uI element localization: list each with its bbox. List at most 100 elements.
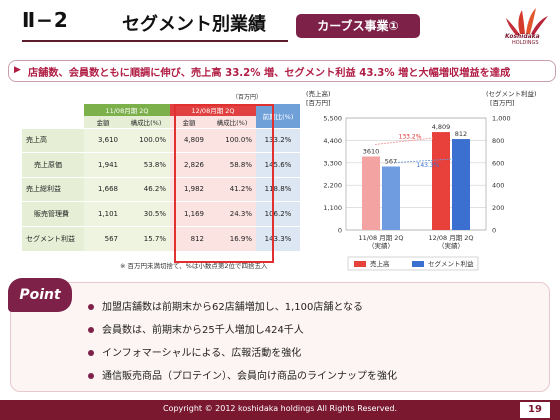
profit-growth-arrow (394, 158, 454, 163)
cell-a-ratio: 15.7% (122, 225, 170, 251)
cell-b-ratio: 16.9% (208, 225, 256, 251)
cell-b-ratio: 100.0% (208, 127, 256, 153)
legend-box (347, 256, 479, 271)
section-number: Ⅱ−2 (22, 8, 69, 32)
cell-b-amount: 1,169 (170, 201, 208, 226)
legend-revenue-swatch (354, 261, 366, 267)
table-row: セグメント利益 567 15.7% 812 16.9% 143.3% (22, 225, 300, 251)
row-label: 売上高 (22, 127, 84, 153)
cell-yoy: 143.3% (256, 225, 300, 251)
cell-a-ratio: 53.8% (122, 152, 170, 177)
slide-title: セグメント別業績 (122, 14, 266, 35)
legend-profit-label: セグメント利益 (428, 259, 474, 268)
copyright-text: Copyright © 2012 koshidaka holdings All … (162, 404, 398, 413)
right-tick-label: 1,000 (492, 115, 511, 123)
bullet-text: 通信販売商品（プロテイン）、会員向け商品のラインナップを強化 (102, 371, 397, 382)
period-b-ratio-header: 構成比(%) (208, 116, 256, 128)
bullet-text: インフォマーシャルによる、広報活動を強化 (102, 348, 302, 359)
cell-b-ratio: 58.8% (208, 152, 256, 177)
point-bullet: 会員数は、前期末から25千人増加し424千人 (88, 321, 304, 336)
cell-a-amount: 1,668 (84, 176, 122, 202)
cell-b-amount: 2,826 (170, 152, 208, 177)
left-tick-label: 3,300 (323, 159, 342, 167)
cell-yoy: 133.2% (256, 127, 300, 153)
profit-data-label: 812 (455, 130, 467, 138)
cell-b-amount: 1,982 (170, 176, 208, 202)
table-unit-label: （百万円） (232, 94, 263, 101)
point-box (10, 282, 550, 392)
category-label: 12/08 月期 2Q (428, 234, 473, 242)
row-label: 販売管理費 (22, 201, 84, 226)
cell-b-amount: 812 (170, 225, 208, 251)
cell-yoy: 145.6% (256, 152, 300, 177)
profit-growth-label: 143.3% (417, 162, 440, 169)
profit-bar (452, 139, 470, 230)
right-tick-label: 400 (492, 182, 504, 190)
right-axis-unit: [百万円] (490, 99, 515, 107)
row-label: セグメント利益 (22, 225, 84, 251)
cell-b-ratio: 24.3% (208, 201, 256, 226)
page-number: 19 (520, 402, 550, 418)
left-tick-label: 4,400 (323, 137, 342, 145)
point-bullet: 加盟店舗数は前期末から62店舗増加し、1,100店舗となる (88, 298, 363, 313)
cell-b-ratio: 41.2% (208, 176, 256, 202)
table-row: 販売管理費 1,101 30.5% 1,169 24.3% 106.2% (22, 201, 300, 226)
bullet-dot-icon (88, 350, 94, 356)
row-label: 売上総利益 (22, 176, 84, 202)
revenue-growth-arrow (374, 137, 434, 145)
left-tick-label: 2,200 (323, 182, 342, 190)
table-row: 売上原価 1,941 53.8% 2,826 58.8% 145.6% (22, 152, 300, 177)
left-axis-unit: [百万円] (306, 99, 331, 107)
left-tick-label: 1,100 (323, 204, 342, 212)
right-axis-title: (セグメント利益) (486, 89, 537, 98)
point-bullet: 通信販売商品（プロテイン）、会員向け商品のラインナップを強化 (88, 367, 397, 382)
cell-yoy: 106.2% (256, 201, 300, 226)
yoy-header: 前期比(%) (256, 104, 300, 128)
legend-profit-swatch (412, 261, 424, 267)
cell-a-ratio: 100.0% (122, 127, 170, 153)
table-row: 売上総利益 1,668 46.2% 1,982 41.2% 118.8% (22, 176, 300, 202)
period-a-amount-header: 金額 (84, 116, 122, 128)
row-label: 売上原価 (22, 152, 84, 177)
segment-results-table: 11/08月期 2Q 12/08月期 2Q 前期比(%) 金額 構成比(%) 金… (22, 104, 300, 251)
legend-revenue-label: 売上高 (370, 259, 390, 268)
left-axis-title: (売上高) (306, 89, 331, 98)
koshidaka-logo-icon (506, 8, 548, 35)
bullet-text: 会員数は、前期末から25千人増加し424千人 (102, 325, 304, 336)
cell-a-amount: 567 (84, 225, 122, 251)
bullet-dot-icon (88, 327, 94, 333)
right-tick-label: 0 (492, 227, 496, 235)
period-a-header: 11/08月期 2Q (84, 104, 170, 116)
period-b-header: 12/08月期 2Q (170, 104, 256, 116)
point-bullet: インフォマーシャルによる、広報活動を強化 (88, 344, 301, 359)
cell-a-ratio: 30.5% (122, 201, 170, 226)
plot-frame (345, 117, 487, 231)
table-row: 売上高 3,610 100.0% 4,809 100.0% 133.2% (22, 127, 300, 153)
revenue-bar (362, 156, 380, 230)
table-footnote: ※ 百万円未満切捨て、%は小数点第2位で四捨五入 (120, 262, 268, 270)
cell-a-ratio: 46.2% (122, 176, 170, 202)
title-underline (22, 40, 288, 42)
revenue-growth-label: 133.2% (399, 133, 422, 140)
cell-a-amount: 3,610 (84, 127, 122, 153)
bullet-text: 加盟店舗数は前期末から62店舗増加し、1,100店舗となる (102, 302, 364, 313)
headline-text: 店舗数、会員数ともに順調に伸び、売上高 33.2% 増、セグメント利益 43.3… (28, 68, 511, 79)
period-a-ratio-header: 構成比(%) (122, 116, 170, 128)
point-badge: Point (8, 278, 72, 312)
logo-name: Koshidaka (505, 33, 540, 40)
revenue-data-label: 3610 (363, 147, 380, 155)
left-tick-label: 0 (338, 227, 342, 235)
period-b-amount-header: 金額 (170, 116, 208, 128)
right-tick-label: 600 (492, 159, 504, 167)
table-corner-2 (22, 116, 84, 128)
headline-box (8, 60, 556, 82)
bullet-dot-icon (88, 373, 94, 379)
category-label: 11/08 月期 2Q (358, 234, 403, 242)
category-sublabel: （実績） (368, 241, 394, 250)
right-tick-label: 800 (492, 137, 504, 145)
bullet-dot-icon (88, 304, 94, 310)
left-tick-label: 5,500 (323, 115, 342, 123)
category-sublabel: （実績） (438, 241, 464, 250)
revenue-bar (432, 132, 450, 230)
